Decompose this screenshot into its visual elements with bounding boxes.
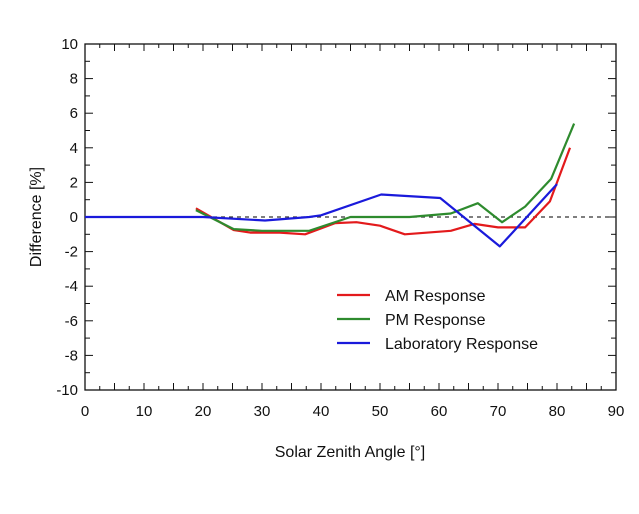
y-tick-label: 10 [61,36,78,53]
x-tick-label: 80 [549,403,566,420]
y-tick-label: 0 [70,209,78,226]
legend-label-pm-response: PM Response [385,312,486,329]
x-tick-label: 0 [81,403,89,420]
legend: AM Response PM Response Laboratory Respons… [337,288,538,353]
x-tick-label: 70 [490,403,507,420]
x-tick-label: 30 [254,403,271,420]
x-tick-label: 60 [431,403,448,420]
series-lines [85,123,576,248]
series-line-pm-response [195,123,576,232]
legend-label-am-response: AM Response [385,288,486,305]
y-axis-title: Difference [%] [28,167,45,267]
y-tick-label: -10 [56,382,78,399]
x-tick-label: 40 [313,403,330,420]
x-tick-label: 20 [195,403,212,420]
legend-label-laboratory-response: Laboratory Response [385,336,538,353]
series-line-laboratory-response [85,183,558,248]
x-tick-label: 10 [136,403,153,420]
series-line-am-response [195,147,572,236]
x-tick-label: 50 [372,403,389,420]
y-tick-label: -6 [65,313,78,330]
y-tick-label: -4 [65,278,78,295]
y-tick-label: 6 [70,105,78,122]
y-tick-label: 4 [70,140,78,157]
y-tick-label: -8 [65,347,78,364]
y-tick-label: 8 [70,71,78,88]
y-tick-label: -2 [65,244,78,261]
x-axis-title: Solar Zenith Angle [°] [275,444,425,461]
y-tick-label: 2 [70,174,78,191]
x-tick-label: 90 [608,403,625,420]
